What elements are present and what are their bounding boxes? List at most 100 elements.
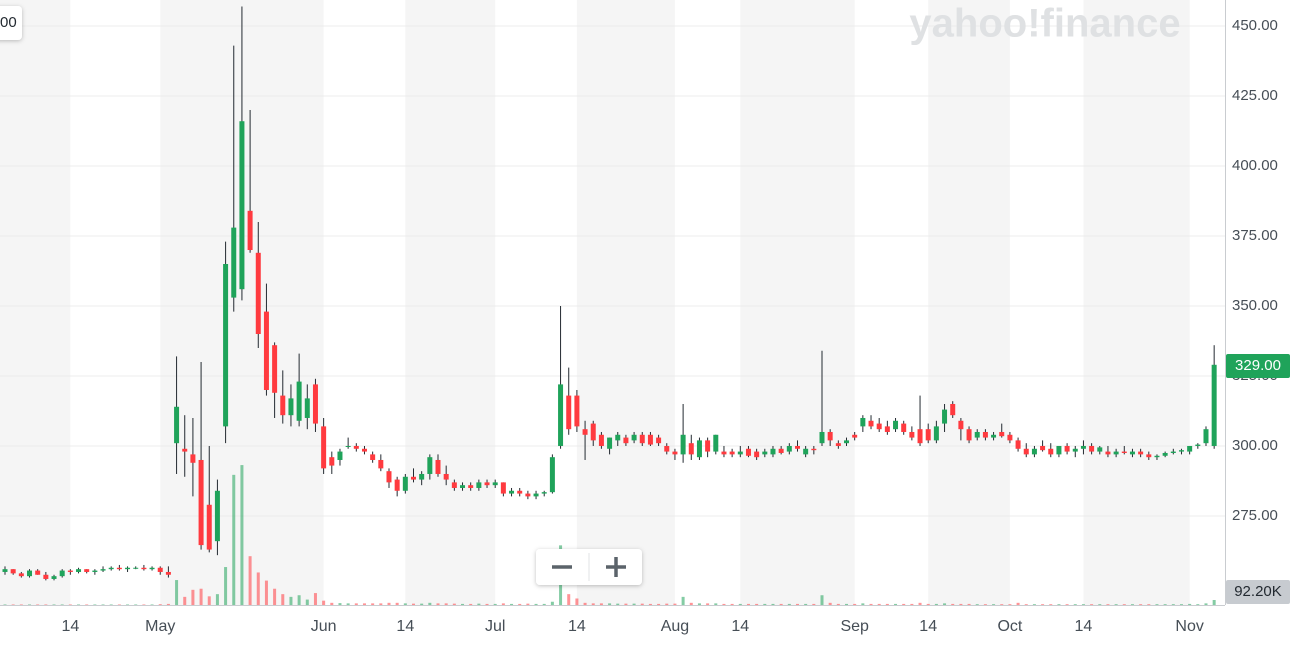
volume-bar: [804, 603, 808, 605]
candle-body: [1015, 440, 1021, 449]
volume-bar: [362, 603, 366, 605]
candle-body: [460, 485, 466, 488]
volume-bar: [665, 603, 669, 605]
band: [1083, 0, 1190, 605]
candle-body: [231, 227, 237, 298]
volume-bar: [697, 603, 701, 605]
candle-body: [1211, 364, 1217, 446]
candle-body: [974, 431, 980, 438]
candle-body: [1195, 444, 1201, 446]
candle-body: [582, 429, 588, 435]
volume-bar: [722, 603, 726, 605]
volume-bar: [575, 598, 579, 605]
candle-body: [492, 482, 498, 486]
volume-bar: [526, 603, 530, 605]
candle-body: [827, 431, 833, 441]
candle-body: [443, 473, 449, 480]
candle-body: [696, 440, 702, 458]
candle-body: [525, 493, 531, 497]
candle-body: [1105, 451, 1111, 455]
candle-body: [361, 448, 367, 452]
volume-bar: [518, 603, 522, 605]
volume-bar: [403, 603, 407, 605]
candle-body: [59, 570, 65, 577]
volume-bar: [599, 603, 603, 605]
candle-body: [1048, 448, 1054, 455]
volume-bar: [616, 603, 620, 605]
candle-body: [1129, 451, 1135, 455]
x-tick-label: Sep: [840, 618, 869, 635]
volume-bar: [828, 602, 832, 605]
volume-bar: [738, 603, 742, 605]
volume-bar: [109, 604, 113, 605]
volume-bar: [567, 594, 571, 605]
watermark: yahoo!finance: [909, 2, 1180, 46]
volume-bar: [150, 604, 154, 605]
candle-body: [598, 434, 604, 446]
volume-bar: [493, 603, 497, 605]
candle-body: [76, 569, 82, 572]
candle-body: [876, 423, 882, 430]
candle-body: [917, 429, 923, 444]
volume-bar: [1016, 602, 1020, 605]
volume-bar: [444, 603, 448, 605]
candle-body: [786, 445, 792, 452]
candle-body: [819, 431, 825, 444]
candle-body: [1203, 429, 1209, 444]
volume-bar: [918, 602, 922, 605]
candle-body: [933, 426, 939, 441]
volume-bar: [191, 589, 195, 605]
candle-body: [1178, 450, 1184, 452]
candle-body: [43, 574, 49, 579]
candle-body: [770, 448, 776, 455]
y-tick-label: 275.00: [1232, 507, 1278, 524]
candle-body: [901, 423, 907, 432]
volume-bar: [763, 603, 767, 605]
volume-bar: [673, 603, 677, 605]
candle-body: [868, 420, 874, 427]
volume-bar: [93, 604, 97, 605]
candle-body: [419, 473, 425, 480]
volume-bar: [273, 588, 277, 605]
cropped-label: 00: [0, 14, 17, 31]
candle-body: [680, 434, 686, 455]
volume-bar: [836, 603, 840, 605]
volume-bar: [126, 604, 130, 605]
volume-bar: [232, 474, 236, 605]
volume-bars: [3, 465, 1216, 605]
volume-bar: [992, 604, 996, 605]
volume-bar: [281, 594, 285, 605]
volume-bar: [501, 603, 505, 605]
candle-body: [999, 431, 1005, 437]
volume-bar: [657, 603, 661, 605]
volume-bar: [248, 556, 252, 605]
band: [405, 0, 496, 605]
volume-bar: [845, 603, 849, 605]
volume-bar: [240, 465, 244, 605]
volume-bar: [1114, 604, 1118, 605]
candle-body: [1121, 451, 1127, 453]
candle-body: [321, 426, 327, 469]
cropped-tooltip: [0, 6, 22, 40]
volume-bar: [624, 603, 628, 605]
candle-body: [721, 451, 727, 455]
candle-body: [18, 573, 24, 577]
x-tick-label: May: [145, 618, 175, 635]
candle-body: [386, 471, 392, 483]
candle-body: [713, 434, 719, 452]
volume-bar: [959, 603, 963, 605]
candle-body: [1023, 448, 1029, 455]
candle-body: [476, 482, 482, 488]
candle-body: [10, 569, 16, 574]
volume-bar: [706, 603, 710, 605]
volume-bar: [730, 603, 734, 605]
candle-body: [1113, 451, 1119, 455]
candle-body: [165, 571, 171, 575]
candle-body: [1187, 445, 1193, 452]
volume-bar: [158, 604, 162, 605]
last-price-label: 329.00: [1235, 357, 1281, 374]
volume-bar: [983, 604, 987, 605]
x-tick-label: 14: [731, 618, 749, 635]
x-tick-label: 14: [919, 618, 937, 635]
x-tick-label: Jul: [485, 618, 505, 635]
